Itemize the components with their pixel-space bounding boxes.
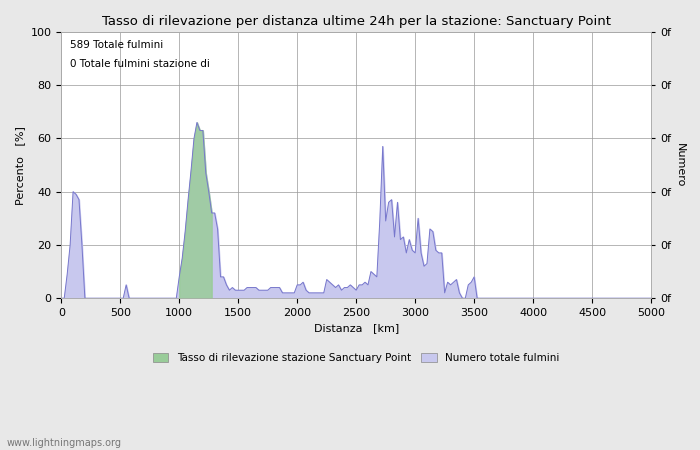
Text: 0 Totale fulmini stazione di: 0 Totale fulmini stazione di	[70, 58, 210, 68]
Y-axis label: Percento   [%]: Percento [%]	[15, 126, 25, 204]
Y-axis label: Numero: Numero	[675, 143, 685, 187]
X-axis label: Distanza   [km]: Distanza [km]	[314, 324, 399, 333]
Title: Tasso di rilevazione per distanza ultime 24h per la stazione: Sanctuary Point: Tasso di rilevazione per distanza ultime…	[102, 15, 610, 28]
Text: 589 Totale fulmini: 589 Totale fulmini	[70, 40, 163, 50]
Legend: Tasso di rilevazione stazione Sanctuary Point, Numero totale fulmini: Tasso di rilevazione stazione Sanctuary …	[148, 349, 564, 368]
Text: www.lightningmaps.org: www.lightningmaps.org	[7, 438, 122, 448]
